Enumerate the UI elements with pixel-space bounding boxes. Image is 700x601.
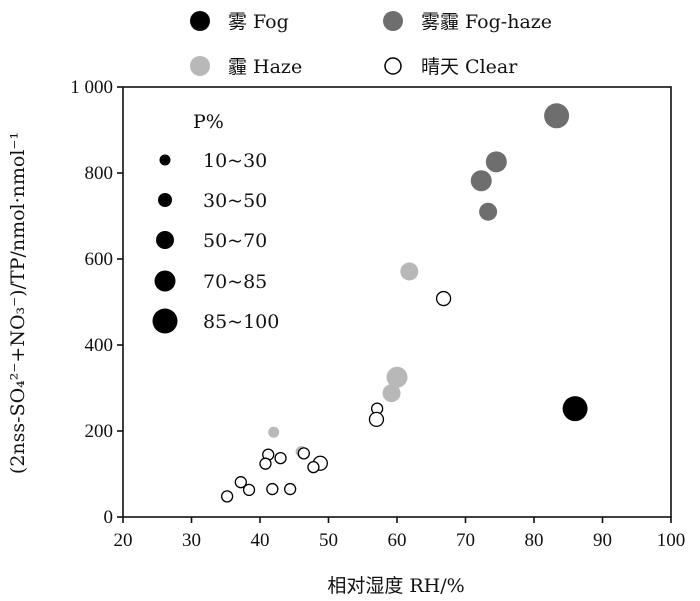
data-point bbox=[485, 151, 507, 173]
data-point bbox=[297, 447, 310, 460]
y-tick-label: 800 bbox=[85, 163, 114, 184]
data-point bbox=[544, 103, 570, 129]
size-legend-label: 30~50 bbox=[203, 190, 267, 212]
data-point bbox=[479, 202, 498, 221]
size-legend-marker bbox=[156, 231, 174, 249]
legend-label: 霾 Haze bbox=[228, 56, 302, 78]
data-point bbox=[386, 366, 408, 388]
y-tick-label: 0 bbox=[104, 507, 114, 528]
data-point bbox=[435, 290, 452, 307]
data-point bbox=[220, 490, 234, 503]
data-point bbox=[266, 482, 279, 496]
size-legend-marker bbox=[158, 193, 172, 207]
size-legend-marker bbox=[154, 270, 176, 292]
x-tick-label: 80 bbox=[525, 530, 544, 551]
x-tick-label: 20 bbox=[114, 530, 133, 551]
y-tick-label: 200 bbox=[85, 421, 114, 442]
size-legend-marker bbox=[152, 308, 178, 334]
x-tick-label: 60 bbox=[388, 530, 407, 551]
x-tick-label: 50 bbox=[319, 530, 338, 551]
size-legend-label: 10~30 bbox=[203, 150, 267, 172]
data-point bbox=[234, 476, 247, 489]
legend-marker bbox=[383, 11, 403, 31]
data-point bbox=[470, 170, 492, 192]
x-tick-label: 70 bbox=[456, 530, 475, 551]
x-tick-label: 90 bbox=[593, 530, 612, 551]
series-legend: 雾 Fog 雾霾 Fog-haze 霾 Haze 晴天 Clear bbox=[190, 11, 552, 78]
legend-label: 晴天 Clear bbox=[421, 56, 518, 78]
y-tick-label: 400 bbox=[85, 335, 114, 356]
legend-marker bbox=[384, 57, 402, 75]
size-legend: P% 10~30 30~50 50~70 70~85 85~100 bbox=[152, 111, 279, 334]
legend-marker bbox=[190, 11, 210, 31]
x-tick-label: 100 bbox=[657, 530, 686, 551]
legend-label: 雾 Fog bbox=[228, 11, 289, 33]
x-axis: 20 30 40 50 60 70 80 90 100 bbox=[114, 517, 686, 551]
data-point bbox=[242, 483, 256, 497]
size-legend-label: 70~85 bbox=[203, 271, 267, 293]
data-point bbox=[283, 482, 297, 496]
size-legend-label: 50~70 bbox=[203, 230, 267, 252]
x-tick-label: 30 bbox=[182, 530, 201, 551]
data-point bbox=[382, 384, 401, 403]
y-axis-label: (2nss-SO₄²⁻+NO₃⁻)/TP/nmol·nmol⁻¹ bbox=[7, 132, 29, 474]
y-tick-label: 1 000 bbox=[70, 77, 113, 98]
data-points bbox=[220, 103, 588, 503]
x-axis-label: 相对湿度 RH/% bbox=[327, 575, 464, 597]
size-legend-marker bbox=[159, 154, 171, 166]
legend-marker bbox=[190, 56, 210, 76]
data-point bbox=[307, 460, 320, 474]
y-axis: 0 200 400 600 800 1 000 bbox=[70, 77, 123, 528]
size-legend-label: 85~100 bbox=[203, 311, 279, 333]
data-point bbox=[400, 262, 419, 281]
size-legend-title: P% bbox=[193, 111, 224, 133]
legend-label: 雾霾 Fog-haze bbox=[421, 11, 552, 33]
data-point bbox=[368, 411, 385, 428]
data-point bbox=[274, 451, 287, 465]
x-tick-label: 40 bbox=[251, 530, 270, 551]
data-point bbox=[259, 457, 272, 470]
y-tick-label: 600 bbox=[85, 249, 114, 270]
data-point bbox=[268, 426, 280, 438]
data-point bbox=[562, 396, 588, 422]
